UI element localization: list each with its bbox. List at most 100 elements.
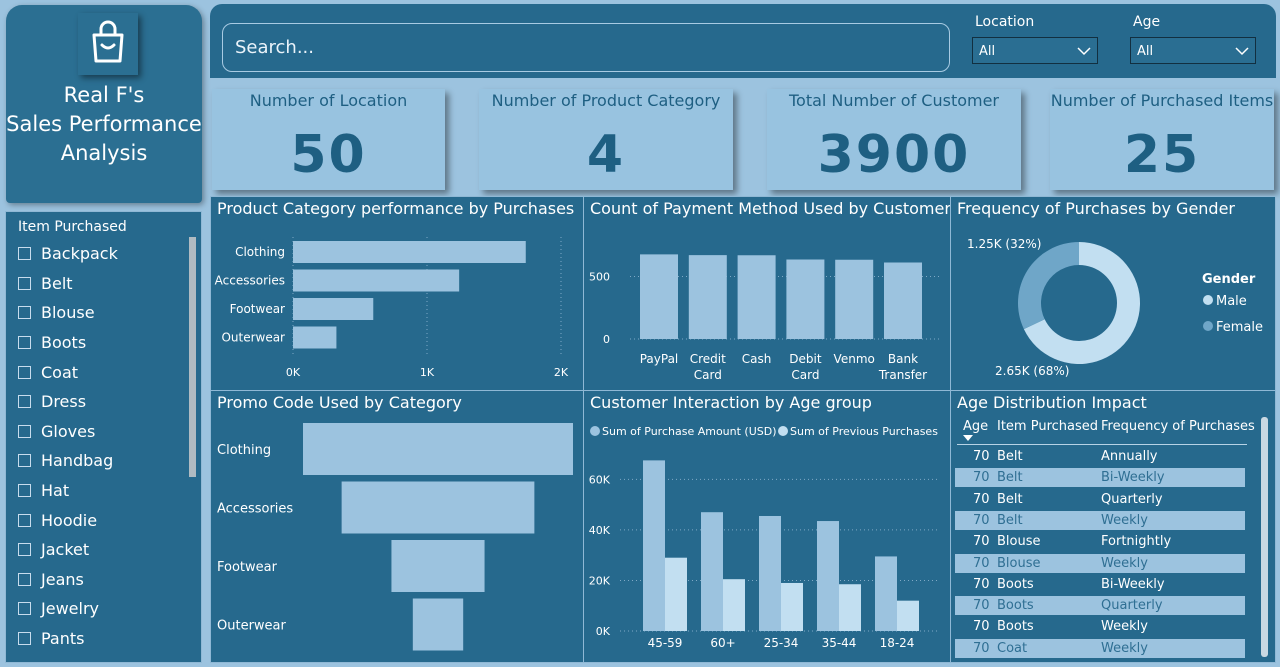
checkbox[interactable] bbox=[18, 395, 31, 409]
sort-descending-icon bbox=[963, 435, 973, 441]
checkbox[interactable] bbox=[18, 513, 31, 527]
cell-item: Boots bbox=[997, 598, 1034, 614]
bar[interactable] bbox=[293, 241, 526, 263]
category-label: Transfer bbox=[878, 368, 927, 382]
bar[interactable] bbox=[737, 255, 776, 339]
bar[interactable] bbox=[839, 584, 861, 631]
bar[interactable] bbox=[293, 298, 374, 320]
bar[interactable] bbox=[665, 557, 687, 631]
funnel-bar[interactable] bbox=[303, 423, 573, 475]
table-row[interactable]: 70 Blouse Fortnightly bbox=[955, 532, 1245, 551]
cell-frequency: Bi-Weekly bbox=[1101, 576, 1165, 592]
y-tick-label: 60K bbox=[589, 473, 611, 486]
table-row[interactable]: 70 Boots Quarterly bbox=[955, 596, 1245, 616]
column-header-item[interactable]: Item Purchased bbox=[997, 419, 1099, 434]
table-row[interactable]: 70 Belt Annually bbox=[955, 447, 1245, 466]
bar[interactable] bbox=[759, 515, 781, 631]
table-row[interactable]: 70 Belt Weekly bbox=[955, 510, 1245, 530]
slicer-item[interactable]: Hat bbox=[18, 476, 69, 506]
checkbox[interactable] bbox=[18, 424, 31, 438]
funnel-bar[interactable] bbox=[341, 481, 535, 534]
checkbox[interactable] bbox=[18, 247, 31, 261]
table-row[interactable]: 70 Coat Weekly bbox=[955, 638, 1245, 658]
slicer-item[interactable]: Jeans bbox=[18, 565, 84, 595]
bar[interactable] bbox=[897, 600, 919, 631]
cell-frequency: Quarterly bbox=[1101, 598, 1163, 614]
category-label: 18-24 bbox=[880, 636, 915, 650]
age-dropdown-value: All bbox=[1137, 44, 1154, 59]
bar[interactable] bbox=[817, 521, 839, 631]
bar[interactable] bbox=[835, 259, 874, 339]
checkbox[interactable] bbox=[18, 572, 31, 586]
slicer-item[interactable]: Gloves bbox=[18, 417, 95, 447]
checkbox[interactable] bbox=[18, 484, 31, 498]
checkbox[interactable] bbox=[18, 543, 31, 557]
slicer-scrollbar[interactable] bbox=[189, 237, 196, 477]
slicer-item[interactable]: Blouse bbox=[18, 298, 95, 328]
x-tick-label: 1K bbox=[420, 366, 435, 379]
age-dropdown[interactable]: All bbox=[1130, 37, 1256, 64]
slicer-item-label: Jeans bbox=[41, 569, 84, 589]
checkbox[interactable] bbox=[18, 454, 31, 468]
slicer-item[interactable]: Jacket bbox=[18, 535, 89, 565]
bar[interactable] bbox=[884, 262, 922, 340]
table-row[interactable]: 70 Boots Bi-Weekly bbox=[955, 575, 1245, 594]
panel-title: Age Distribution Impact bbox=[957, 393, 1147, 412]
category-label: Card bbox=[694, 368, 722, 382]
bar[interactable] bbox=[723, 579, 745, 631]
gender-donut-chart: 2.65K (68%) 1.25K (32%) Gender Male Female bbox=[967, 237, 1263, 378]
checkbox[interactable] bbox=[18, 602, 31, 616]
kpi-value: 3900 bbox=[817, 125, 971, 185]
legend-label[interactable]: Sum of Previous Purchases bbox=[790, 425, 938, 438]
bar[interactable] bbox=[701, 512, 723, 631]
slicer-item[interactable]: Hoodie bbox=[18, 505, 97, 535]
bar[interactable] bbox=[293, 269, 460, 292]
table-row[interactable]: 70 Blouse Weekly bbox=[955, 553, 1245, 573]
kpi-label: Number of Product Category bbox=[491, 91, 721, 110]
location-dropdown-value: All bbox=[979, 44, 996, 59]
legend-label[interactable]: Male bbox=[1216, 294, 1247, 309]
slicer-item[interactable]: Dress bbox=[18, 387, 86, 417]
bar[interactable] bbox=[293, 326, 337, 349]
bar[interactable] bbox=[781, 582, 803, 631]
bar[interactable] bbox=[643, 460, 665, 631]
funnel-bar[interactable] bbox=[391, 540, 485, 592]
category-label: Cash bbox=[742, 352, 772, 366]
category-label: Accessories bbox=[215, 274, 285, 288]
table-scrollbar[interactable] bbox=[1261, 417, 1268, 657]
location-dropdown[interactable]: All bbox=[972, 37, 1098, 64]
pie-slice-male[interactable] bbox=[1023, 242, 1140, 364]
funnel-bar[interactable] bbox=[412, 598, 464, 651]
checkbox[interactable] bbox=[18, 336, 31, 350]
slicer-item[interactable]: Coat bbox=[18, 357, 78, 387]
slicer-item-label: Dress bbox=[41, 392, 87, 412]
slicer-item[interactable]: Boots bbox=[18, 328, 86, 358]
slicer-item[interactable]: Backpack bbox=[18, 239, 118, 269]
slicer-item[interactable]: Pants bbox=[18, 624, 84, 654]
search-input[interactable]: Search... bbox=[222, 23, 950, 72]
bar[interactable] bbox=[640, 254, 678, 339]
slicer-item[interactable]: Jewelry bbox=[18, 594, 99, 624]
legend-label[interactable]: Sum of Purchase Amount (USD) bbox=[602, 425, 777, 438]
bar[interactable] bbox=[875, 556, 897, 631]
table-row[interactable]: 70 Belt Bi-Weekly bbox=[955, 468, 1245, 488]
checkbox[interactable] bbox=[18, 276, 31, 290]
slicer-item[interactable]: Handbag bbox=[18, 446, 113, 476]
cell-item: Boots bbox=[997, 576, 1034, 592]
bar[interactable] bbox=[688, 255, 727, 339]
slicer-item[interactable]: Belt bbox=[18, 269, 73, 299]
slicer-item-label: Jewelry bbox=[41, 599, 99, 619]
cell-item: Belt bbox=[997, 491, 1023, 507]
legend-label[interactable]: Female bbox=[1216, 320, 1263, 335]
pie-slice-female[interactable] bbox=[1018, 242, 1079, 330]
table-row[interactable]: 70 Boots Weekly bbox=[955, 617, 1245, 636]
bar[interactable] bbox=[786, 259, 825, 340]
app-title-line3: Analysis bbox=[60, 141, 148, 165]
column-header-frequency[interactable]: Frequency of Purchases bbox=[1101, 419, 1255, 434]
slicer-title: Item Purchased bbox=[18, 219, 127, 235]
checkbox[interactable] bbox=[18, 306, 31, 320]
checkbox[interactable] bbox=[18, 365, 31, 379]
checkbox[interactable] bbox=[18, 632, 31, 646]
table-row[interactable]: 70 Belt Quarterly bbox=[955, 490, 1245, 509]
column-header-age[interactable]: Age bbox=[963, 419, 989, 434]
